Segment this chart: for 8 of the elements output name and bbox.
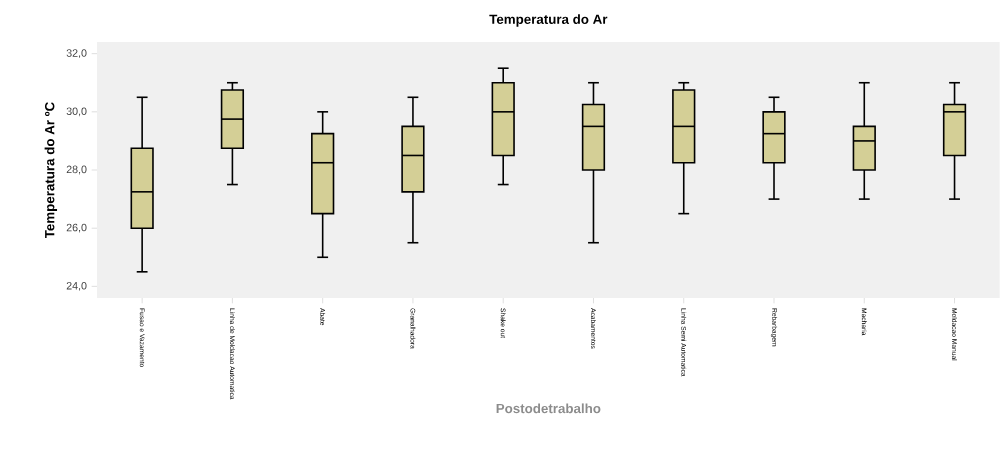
chart-title: Temperatura do Ar <box>489 14 608 27</box>
x-axis-title: Postodetrabalho <box>496 403 601 414</box>
y-axis-title: Temperatura do Ar ºC <box>44 102 58 239</box>
y-tick-label: 28,0 <box>66 165 87 175</box>
y-tick-label: 24,0 <box>66 281 87 291</box>
y-tick-label: 32,0 <box>66 49 87 59</box>
y-tick-label: 30,0 <box>66 107 87 117</box>
y-tick-label: 26,0 <box>66 223 87 233</box>
